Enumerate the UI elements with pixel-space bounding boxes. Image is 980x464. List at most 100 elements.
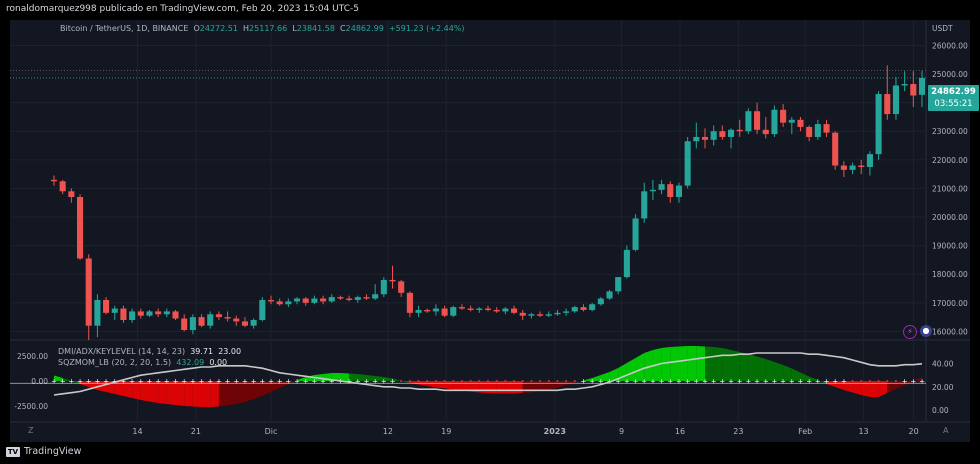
- candle-body: [780, 109, 787, 123]
- squeeze-marker: •: [859, 378, 863, 386]
- momentum-area: [913, 376, 922, 382]
- squeeze-marker: +: [676, 378, 682, 386]
- chart-canvas[interactable]: USDT26000.0025000.0024000.0023000.002200…: [10, 20, 970, 442]
- squeeze-marker: •: [547, 378, 551, 386]
- candle-body: [77, 197, 84, 259]
- momentum-area: [774, 362, 784, 381]
- candle-body: [415, 309, 422, 313]
- momentum-tick-label: -2500.00: [14, 402, 48, 411]
- squeeze-marker: +: [841, 378, 847, 386]
- squeeze-marker: +: [320, 378, 326, 386]
- momentum-tick-label: 0.00: [31, 377, 48, 386]
- squeeze-marker: +: [181, 378, 187, 386]
- squeeze-marker: +: [641, 378, 647, 386]
- lightning-icon[interactable]: ⚡: [903, 325, 917, 339]
- momentum-area: [114, 381, 124, 396]
- candle-body: [172, 311, 179, 319]
- candle-body: [597, 298, 604, 305]
- momentum-area: [279, 381, 289, 388]
- candle-body: [450, 307, 457, 316]
- candle-body: [294, 298, 301, 302]
- momentum-area: [236, 381, 245, 404]
- momentum-area: [166, 381, 176, 405]
- squeeze-marker: +: [268, 378, 274, 386]
- squeeze-marker: +: [68, 378, 74, 386]
- squeeze-marker: •: [451, 378, 455, 386]
- low-value: 23841.58: [296, 24, 335, 33]
- candle-body: [528, 314, 535, 316]
- candle-body: [155, 311, 162, 315]
- candle-body: [198, 317, 205, 326]
- candle-body: [68, 191, 75, 198]
- squeeze-marker: •: [469, 378, 473, 386]
- squeeze-marker: +: [277, 378, 283, 386]
- candle-body: [910, 84, 917, 96]
- squeeze-marker: +: [164, 378, 170, 386]
- momentum-area: [340, 373, 350, 381]
- momentum-area: [600, 372, 610, 381]
- time-tick-label: 2023: [544, 427, 566, 436]
- momentum-area: [383, 377, 393, 381]
- momentum-area: [722, 348, 732, 381]
- time-tick-label: 9: [619, 427, 624, 436]
- squeeze-marker: +: [329, 378, 335, 386]
- time-tick-label: 12: [383, 427, 393, 436]
- candle-body: [346, 298, 353, 300]
- squeeze-marker: +: [60, 378, 66, 386]
- candle-body: [311, 298, 318, 303]
- bar-countdown: 03:55:21: [934, 99, 973, 109]
- squeeze-marker: +: [155, 378, 161, 386]
- event-icon[interactable]: ●: [920, 325, 932, 337]
- auto-scale-button[interactable]: A: [943, 426, 949, 435]
- squeeze-marker: +: [216, 378, 222, 386]
- momentum-area: [887, 381, 896, 393]
- squeeze-marker: •: [885, 378, 889, 386]
- squeeze-marker: +: [129, 378, 135, 386]
- price-tick-label: 25000.00: [932, 70, 968, 79]
- squeeze-marker: +: [615, 378, 621, 386]
- sqzmom-legend: SQZMOM_LB (20, 2, 20, 1.5) 432.09 0.00: [58, 358, 227, 367]
- candle-body: [432, 308, 439, 312]
- candle-body: [623, 249, 630, 278]
- squeeze-marker: +: [910, 378, 916, 386]
- squeeze-marker: +: [598, 378, 604, 386]
- zoom-button[interactable]: Z: [28, 426, 34, 435]
- candle-body: [406, 292, 413, 313]
- tradingview-logo[interactable]: TV TradingView: [6, 446, 81, 457]
- squeeze-marker: +: [763, 378, 769, 386]
- candle-body: [476, 308, 483, 310]
- momentum-area: [557, 381, 567, 388]
- chart-panel[interactable]: USDT26000.0025000.0024000.0023000.002200…: [10, 20, 979, 442]
- squeeze-marker: +: [824, 378, 830, 386]
- squeeze-marker: +: [259, 378, 265, 386]
- squeeze-marker: +: [364, 378, 370, 386]
- momentum-area: [218, 381, 228, 407]
- candle-body: [606, 291, 613, 299]
- last-price-badge: 24862.99 03:55:21: [928, 85, 979, 111]
- dmi-value-2: 23.00: [218, 347, 242, 356]
- squeeze-marker: +: [381, 378, 387, 386]
- price-tick-label: 23000.00: [932, 127, 968, 136]
- momentum-area: [696, 346, 705, 381]
- candle-body: [814, 124, 821, 137]
- squeeze-marker: •: [877, 378, 881, 386]
- momentum-area: [253, 381, 263, 399]
- candle-body: [806, 126, 813, 137]
- candle-body: [684, 141, 691, 186]
- candle-body: [658, 184, 665, 190]
- candle-body: [146, 311, 153, 316]
- momentum-area: [331, 373, 341, 381]
- squeeze-marker: +: [693, 378, 699, 386]
- candle-body: [589, 304, 596, 310]
- candle-body: [788, 119, 795, 123]
- momentum-area: [861, 381, 870, 397]
- squeeze-marker: +: [147, 378, 153, 386]
- open-label: O: [193, 24, 200, 33]
- momentum-area: [401, 381, 410, 383]
- candle-body: [710, 131, 717, 140]
- time-tick-label: 14: [132, 427, 142, 436]
- candle-body: [354, 297, 361, 300]
- time-tick-label: 20: [909, 427, 919, 436]
- momentum-area: [158, 381, 167, 404]
- squeeze-marker: +: [685, 378, 691, 386]
